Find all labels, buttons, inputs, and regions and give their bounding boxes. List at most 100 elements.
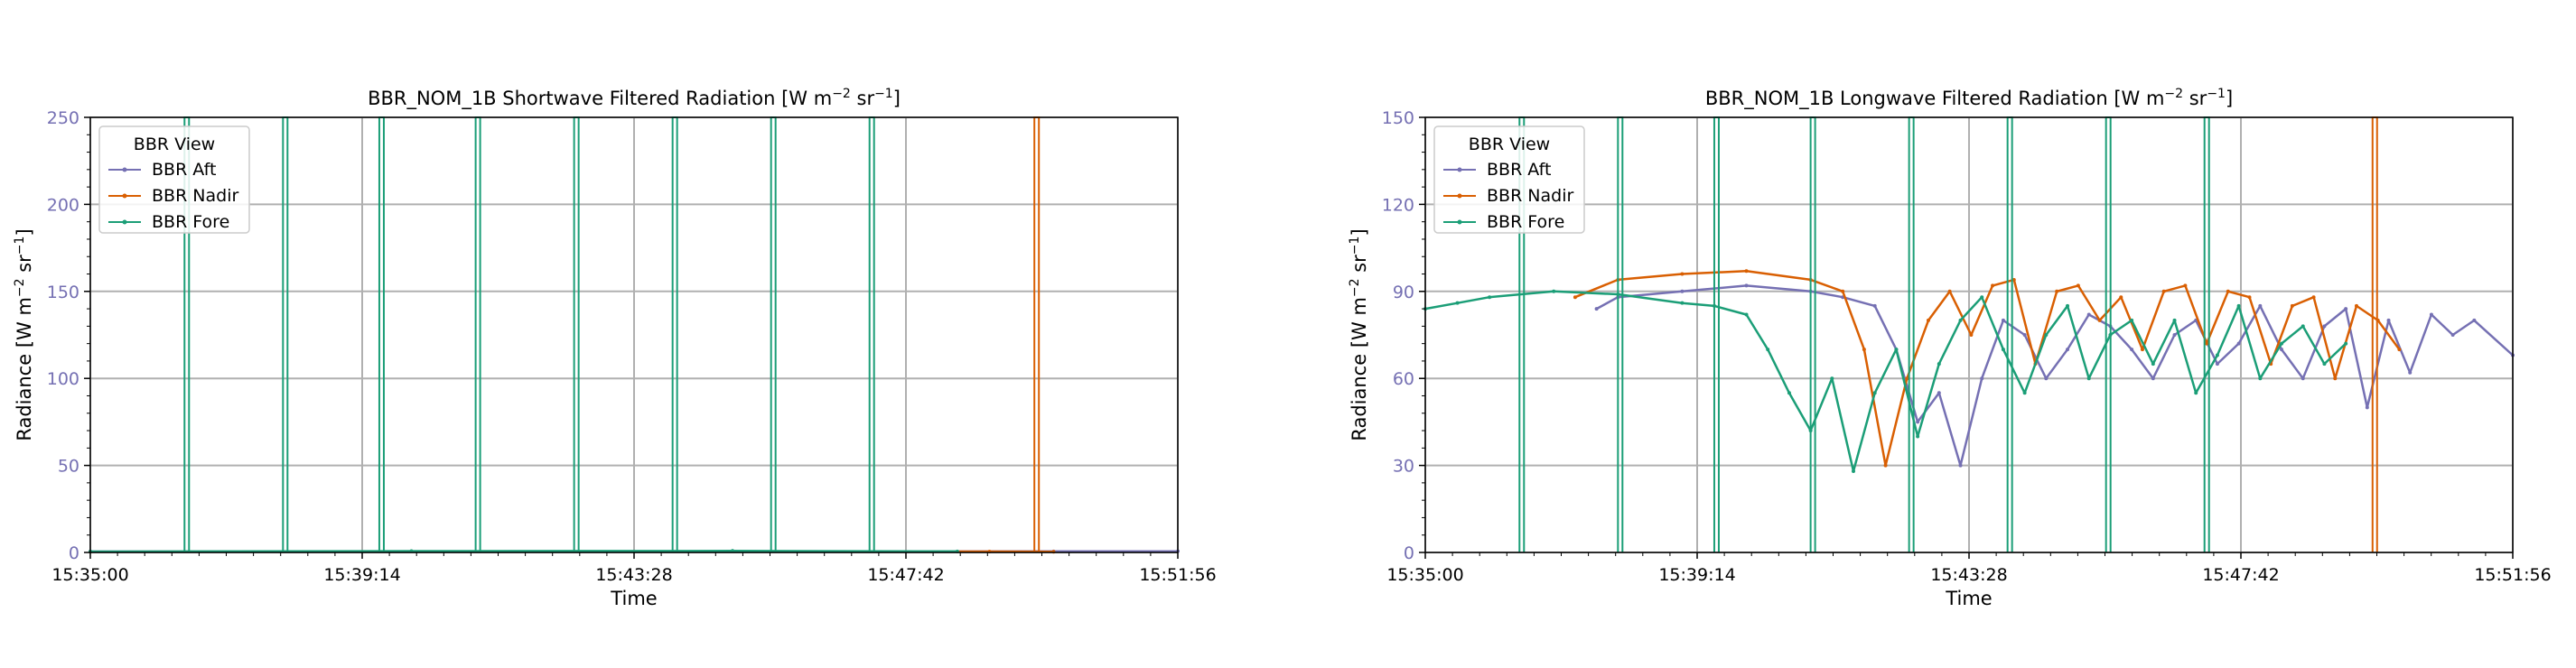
- data-point: [2194, 391, 2198, 395]
- data-point: [1905, 376, 1909, 381]
- y-tick-label: 150: [47, 283, 79, 302]
- data-point: [1916, 434, 1920, 439]
- data-point: [1552, 289, 1556, 293]
- data-point: [1872, 303, 1877, 308]
- data-point: [1894, 348, 1899, 352]
- data-point: [2140, 348, 2144, 352]
- text-part: sr: [2183, 88, 2207, 109]
- text-part: sr: [14, 255, 35, 279]
- data-point: [2280, 348, 2284, 352]
- data-point: [2333, 376, 2338, 381]
- legend-marker: [122, 193, 127, 199]
- series-line-bbr-fore: [1424, 290, 2347, 473]
- data-point: [2472, 318, 2477, 322]
- data-point: [2311, 295, 2316, 300]
- data-point: [2076, 283, 2080, 288]
- data-point: [1680, 272, 1685, 276]
- text-part: BBR_NOM_1B Shortwave Filtered Radiation …: [368, 88, 832, 110]
- y-tick-label: 60: [1393, 369, 1414, 389]
- chart-title: BBR_NOM_1B Longwave Filtered Radiation […: [1705, 87, 2233, 110]
- data-point: [1937, 362, 1941, 366]
- data-point: [2086, 312, 2091, 317]
- legend-box: [1433, 125, 1585, 234]
- y-tick-label: 0: [1404, 543, 1414, 563]
- data-point: [2001, 348, 2005, 352]
- data-point: [1969, 333, 1974, 337]
- data-point: [2322, 324, 2327, 329]
- legend-entry: BBR Fore: [1487, 212, 1564, 232]
- data-point: [2280, 341, 2284, 346]
- data-point: [2130, 318, 2134, 322]
- saturation-spike: [1033, 116, 1041, 552]
- y-tick-label: 250: [47, 108, 79, 128]
- superscript: −1: [1348, 237, 1362, 255]
- x-tick-label: 15:39:14: [323, 565, 400, 585]
- x-tick-label: 15:35:00: [1386, 565, 1463, 585]
- saturation-spike: [2105, 116, 2112, 552]
- data-point: [1980, 295, 1984, 300]
- superscript: −1: [13, 237, 27, 255]
- shortwave-chart: 0 50 100 150 200 250 15:35:00 15:39:14 15:43:28 1…: [13, 87, 1217, 609]
- saturation-spike: [282, 116, 289, 552]
- chart-title: BBR_NOM_1B Shortwave Filtered Radiation …: [368, 87, 901, 110]
- text-part: sr: [1349, 255, 1370, 279]
- data-point: [2044, 376, 2049, 381]
- legend-title: BBR View: [134, 135, 215, 154]
- x-tick-label: 15:51:56: [2474, 565, 2551, 585]
- data-point: [1852, 469, 1856, 474]
- data-point: [1937, 391, 1941, 395]
- data-point: [1958, 318, 1963, 322]
- saturation-spike: [868, 116, 875, 552]
- data-point: [1594, 307, 1599, 311]
- saturation-spike: [1908, 116, 1915, 552]
- x-tick-label: 15:43:28: [1930, 565, 2007, 585]
- data-point: [1680, 301, 1685, 305]
- data-point: [1744, 269, 1749, 274]
- superscript: −2: [13, 278, 27, 297]
- data-point: [2236, 303, 2241, 308]
- data-point: [1980, 376, 1984, 381]
- saturation-spike: [1713, 116, 1720, 552]
- data-point: [2258, 376, 2263, 381]
- data-point: [2066, 348, 2070, 352]
- y-tick-label: 200: [47, 195, 79, 215]
- data-point: [1872, 391, 1877, 395]
- series-line-bbr-fore: [89, 550, 957, 553]
- data-point: [1862, 348, 1866, 352]
- data-point: [2022, 333, 2027, 337]
- legend-entry: BBR Fore: [152, 212, 229, 232]
- data-point: [2001, 318, 2005, 322]
- text-part: Radiance [W m: [1349, 297, 1370, 441]
- data-point: [2151, 362, 2155, 366]
- saturation-spike: [1809, 116, 1816, 552]
- data-point: [2408, 370, 2413, 375]
- superscript: −2: [2164, 87, 2183, 101]
- legend-entry: BBR Aft: [152, 160, 216, 180]
- data-point: [2301, 376, 2305, 381]
- data-point: [2151, 376, 2155, 381]
- x-tick-label: 15:51:56: [1139, 565, 1216, 585]
- legend-title: BBR View: [1469, 135, 1550, 154]
- data-point: [1744, 283, 1749, 288]
- data-point: [2322, 362, 2327, 366]
- data-point: [2301, 324, 2305, 329]
- data-point: [2205, 341, 2209, 346]
- text-part: BBR_NOM_1B Longwave Filtered Radiation […: [1705, 88, 2165, 110]
- text-part: ]: [14, 228, 35, 236]
- data-point: [2247, 295, 2252, 300]
- data-point: [2344, 341, 2348, 346]
- legend-entry: BBR Nadir: [1487, 186, 1574, 206]
- data-point: [2397, 348, 2402, 352]
- data-point: [1680, 289, 1685, 293]
- data-point: [2044, 333, 2049, 337]
- data-point: [1947, 289, 1952, 293]
- x-tick-label: 15:47:42: [867, 565, 944, 585]
- superscript: −2: [832, 87, 851, 101]
- superscript: −1: [874, 87, 893, 101]
- data-point: [1841, 289, 1845, 293]
- data-point: [2450, 333, 2455, 337]
- saturation-spike: [2203, 116, 2210, 552]
- saturation-spike: [573, 116, 580, 552]
- x-tick-label: 15:39:14: [1658, 565, 1735, 585]
- data-point: [2258, 303, 2263, 308]
